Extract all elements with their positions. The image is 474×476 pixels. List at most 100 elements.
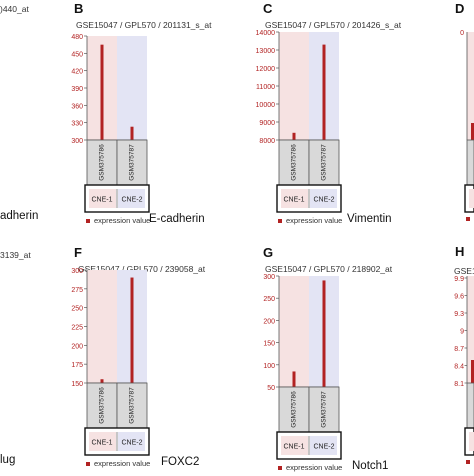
cropped-panel-e-title: 3139_at [0, 250, 31, 260]
bar-gsm375786 [100, 44, 104, 140]
cropped-d-sample-box [466, 139, 474, 186]
legend-label: expression value [286, 463, 343, 472]
cropped-d-group-fill [469, 189, 474, 208]
bar-gsm375787 [322, 280, 326, 387]
cropped-h-tick-label: 9.3 [454, 311, 464, 318]
cropped-d-tick: 0 [460, 30, 464, 37]
cropped-h-tick-label: 9.9 [454, 276, 464, 283]
gene-name: FOXC2 [161, 456, 200, 468]
sample-box [86, 382, 118, 429]
cropped-d-legend-swatch [466, 217, 470, 221]
cropped-d-group-box [464, 184, 474, 213]
y-tick-label: 50 [267, 385, 275, 392]
sample-label: GSM375787 [321, 391, 328, 428]
sample-label: GSM375786 [99, 144, 106, 181]
panel-b-ecadherin: B GSE15047 / GPL570 / 201131_s_at 480 450 42… [64, 0, 211, 232]
group-background-cne1 [87, 270, 117, 383]
sample-box [278, 139, 310, 186]
sample-label: GSM375787 [129, 144, 136, 181]
bar-gsm375787 [130, 277, 134, 383]
panel-letter-d: D [455, 1, 465, 16]
gene-name: E-cadherin [149, 213, 205, 225]
group-cne2-fill [118, 189, 145, 208]
cropped-h-tick-label: 8.1 [454, 381, 464, 388]
legend-label: expression value [94, 459, 151, 468]
group-cne2-fill [310, 189, 337, 208]
cropped-panel-e-gene: lug [0, 454, 16, 466]
sample-label: GSM375786 [291, 144, 298, 181]
group-cne1-fill [89, 432, 116, 451]
panel-letter: C [263, 1, 273, 16]
group-background-cne2 [117, 36, 147, 140]
y-tick-label: 330 [71, 121, 83, 128]
cropped-h-group-box [464, 427, 474, 456]
chart-svg: 480 450 420 390 360 330 300 GSM375786 GSM375787 C… [71, 34, 150, 213]
sample-box [308, 386, 340, 433]
y-tick-label: 200 [71, 343, 83, 350]
sample-box [116, 382, 148, 429]
sample-label: GSM375787 [321, 144, 328, 181]
y-tick-label: 9000 [259, 120, 275, 127]
y-tick-label: 225 [71, 325, 83, 332]
group-label: CNE-2 [121, 197, 142, 204]
cropped-h-tick-label: 8.4 [454, 364, 464, 371]
cropped-h-tick-label: 8.7 [454, 346, 464, 353]
y-tick-label: 200 [263, 318, 275, 325]
gene-name: Vimentin [347, 213, 392, 225]
y-tick-label: 10000 [256, 102, 276, 109]
chart-svg: 300 250 200 150 100 50 GSM375786 GSM375787 CNE-1… [263, 274, 342, 460]
y-tick-label: 275 [71, 287, 83, 294]
bar-gsm375786 [292, 371, 296, 387]
y-tick-label: 11000 [256, 84, 275, 91]
cropped-h-sample-box [466, 382, 474, 429]
cropped-panel-a-gene: adherin [0, 210, 39, 222]
bar-gsm375787 [322, 44, 326, 140]
y-tick-label: 13000 [256, 48, 276, 55]
y-tick-label: 250 [263, 296, 275, 303]
panel-f-foxc2: F GSE15047 / GPL570 / 239058_at 300 275 250 2… [64, 244, 205, 476]
y-tick-label: 100 [263, 363, 275, 370]
group-background-cne1 [279, 276, 309, 387]
legend-swatch [278, 219, 282, 223]
sample-box [308, 139, 340, 186]
sample-label: GSM375786 [291, 391, 298, 428]
chart-title: GSE15047 / GPL570 / 218902_at [265, 264, 393, 274]
y-tick-label: 300 [263, 274, 275, 281]
y-tick-label: 450 [71, 51, 83, 58]
group-cne2-fill [310, 436, 337, 455]
y-tick-label: 300 [71, 138, 83, 145]
y-tick-label: 12000 [256, 66, 276, 73]
bar-gsm375787 [130, 126, 134, 140]
group-label: CNE-1 [91, 197, 112, 204]
y-tick-label: 360 [71, 103, 83, 110]
cropped-panel-a-title: )440_at [0, 4, 29, 14]
y-tick-label: 150 [263, 341, 275, 348]
chart-svg: 300 275 250 225 200 175 150 GSM375786 GSM375787 C… [71, 268, 150, 456]
cropped-panel-h-title: GSE1 [454, 266, 474, 276]
group-label: CNE-2 [313, 444, 334, 451]
y-tick-label: 390 [71, 86, 83, 93]
y-tick-label: 420 [71, 69, 83, 76]
legend-swatch [86, 462, 90, 466]
group-label: CNE-1 [283, 197, 304, 204]
chart-title: GSE15047 / GPL570 / 201426_s_at [265, 20, 402, 30]
panel-g-notch1: G GSE15047 / GPL570 / 218902_at 300 250 200 1… [255, 244, 392, 476]
y-tick-label: 150 [71, 381, 83, 388]
sample-label: GSM375787 [129, 387, 136, 424]
legend-swatch [278, 466, 282, 470]
sample-box [278, 386, 310, 433]
gene-name: Notch1 [352, 460, 389, 472]
y-tick-label: 480 [71, 34, 83, 41]
legend-label: expression value [286, 216, 343, 225]
y-tick-label: 14000 [256, 30, 276, 37]
legend-swatch [86, 219, 90, 223]
y-tick-label: 300 [71, 268, 83, 275]
chart-title: GSE15047 / GPL570 / 201131_s_at [76, 20, 212, 30]
cropped-d-plot-bg [467, 32, 474, 140]
group-label: CNE-1 [91, 440, 112, 447]
y-tick-label: 175 [71, 362, 83, 369]
cropped-h-legend-swatch [466, 460, 470, 464]
bar-gsm375786 [292, 132, 296, 140]
chart-title: GSE15047 / GPL570 / 239058_at [78, 264, 206, 274]
cropped-h-group-fill [469, 432, 474, 451]
